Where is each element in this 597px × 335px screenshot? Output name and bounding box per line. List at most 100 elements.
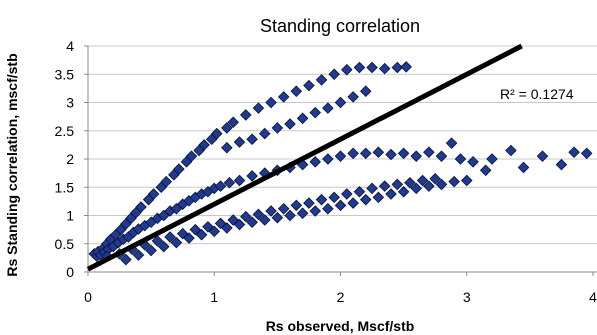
data-point (322, 153, 334, 165)
trendline (86, 43, 523, 272)
data-point (486, 153, 498, 165)
data-point (284, 118, 296, 130)
data-point (284, 209, 296, 222)
data-point (246, 133, 258, 145)
data-point (479, 164, 492, 177)
data-point (147, 188, 160, 200)
data-point (334, 150, 347, 162)
data-point (334, 199, 347, 212)
data-point (359, 193, 372, 206)
data-point (145, 244, 157, 257)
data-point (221, 141, 233, 154)
data-point (296, 112, 309, 125)
data-point (221, 222, 233, 234)
data-point (198, 139, 210, 151)
data-point (448, 175, 460, 188)
data-point (353, 61, 366, 74)
r-squared-label: R² = 0.1274 (500, 86, 574, 102)
data-point (271, 211, 284, 224)
data-point (334, 96, 347, 109)
data-point (233, 218, 246, 231)
data-point (400, 61, 412, 73)
data-point (309, 205, 322, 217)
data-point (328, 68, 340, 81)
data-point (157, 240, 170, 253)
data-point (429, 173, 441, 185)
data-point (233, 136, 246, 148)
data-point (309, 156, 322, 168)
data-point (328, 191, 340, 204)
y-axis-label: Rs Standing correlation, mscf/stb (4, 53, 20, 276)
data-point (315, 193, 328, 206)
data-point (423, 180, 435, 192)
data-point (568, 146, 580, 158)
data-point (410, 150, 423, 162)
data-point (391, 61, 404, 74)
data-point (397, 186, 410, 198)
data-point (252, 102, 265, 114)
y-tick-label: 0 (66, 264, 74, 280)
data-point (505, 144, 517, 157)
data-point (195, 228, 208, 241)
data-point (277, 202, 290, 215)
data-point (423, 146, 435, 158)
data-point (391, 178, 404, 191)
data-point (211, 127, 223, 140)
data-point (277, 91, 290, 103)
data-point (372, 191, 385, 204)
data-point (233, 174, 246, 187)
x-tick-label: 1 (210, 289, 218, 305)
data-point (135, 201, 147, 213)
data-point (410, 182, 423, 195)
ticks-layer: 0 0.5 1 1.5 2 2.5 3 3.5 4 0 1 2 3 4 (55, 38, 597, 305)
data-point (309, 106, 322, 119)
data-point (227, 116, 239, 129)
data-point (353, 186, 366, 198)
data-point (435, 150, 448, 162)
data-point (151, 235, 164, 247)
data-point (378, 62, 391, 75)
x-tick-label: 2 (337, 289, 345, 305)
data-point (378, 180, 391, 192)
x-tick-label: 4 (589, 289, 597, 305)
data-point (189, 223, 202, 236)
data-point (258, 127, 271, 140)
y-tick-label: 1.5 (55, 179, 75, 195)
data-point (517, 161, 530, 174)
data-point (120, 253, 132, 266)
data-point (580, 147, 593, 160)
data-point (347, 91, 359, 103)
data-point (246, 216, 258, 229)
data-point (536, 150, 549, 162)
data-point (258, 214, 271, 226)
data-point (454, 153, 467, 165)
data-point (385, 148, 397, 161)
data-point (347, 197, 359, 209)
x-axis-label: Rs observed, Mscf/stb (266, 318, 415, 334)
y-tick-label: 2 (66, 151, 74, 167)
data-point (183, 232, 195, 244)
data-point (160, 175, 173, 188)
data-point (303, 197, 315, 209)
y-tick-label: 4 (66, 38, 74, 54)
data-point (290, 199, 303, 212)
data-point (366, 182, 378, 195)
data-point (173, 163, 185, 175)
data-point (385, 188, 397, 200)
trend-layer (86, 43, 523, 272)
data-point (132, 249, 145, 261)
data-point (214, 180, 227, 192)
y-tick-label: 1 (66, 208, 74, 224)
data-point (359, 147, 372, 160)
data-point (208, 225, 221, 238)
chart-title: Standing correlation (260, 16, 420, 36)
points-layer (88, 61, 593, 266)
x-tick-label: 3 (463, 289, 471, 305)
data-point (315, 74, 328, 86)
data-point (416, 174, 429, 187)
data-point (555, 158, 568, 171)
y-tick-label: 0.5 (55, 236, 75, 252)
data-point (265, 205, 277, 217)
